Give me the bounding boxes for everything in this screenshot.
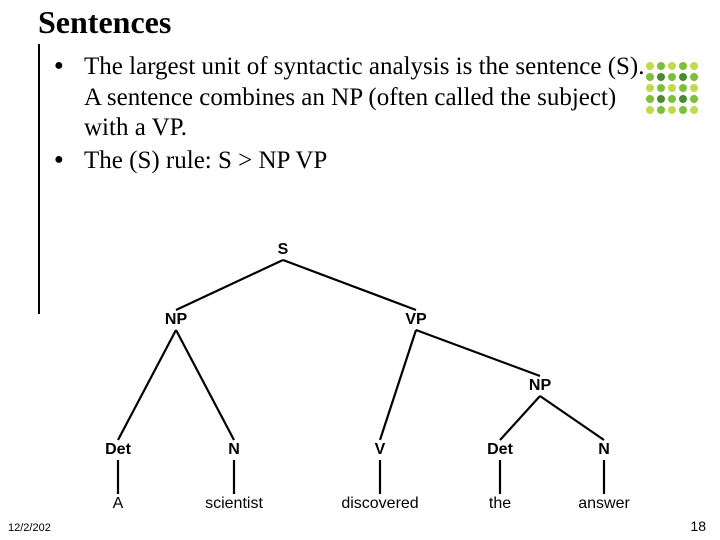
- bullet-icon: ●: [54, 52, 84, 80]
- tree-node: V: [375, 441, 386, 459]
- tree-node: Det: [105, 441, 131, 459]
- tree-node: NP: [165, 311, 187, 329]
- tree-node: VP: [405, 311, 426, 329]
- page-title: Sentences: [38, 4, 171, 41]
- footer-date: 12/2/202: [8, 522, 51, 534]
- footer-page-number: 18: [690, 518, 706, 534]
- bullet-text: The (S) rule: S > NP VP: [84, 146, 664, 177]
- logo-dot: [690, 62, 698, 70]
- tree-leaf: the: [489, 495, 511, 513]
- logo-dot: [668, 62, 676, 70]
- logo-dot: [679, 106, 687, 114]
- bullet-text: The largest unit of syntactic analysis i…: [84, 52, 664, 144]
- tree-leaf: answer: [578, 495, 630, 513]
- tree-leaf: scientist: [205, 495, 263, 513]
- logo-dot: [668, 106, 676, 114]
- logo-dot: [690, 73, 698, 81]
- tree-node: N: [228, 441, 240, 459]
- bullet-list: ● The largest unit of syntactic analysis…: [54, 52, 664, 178]
- tree-leaf: A: [113, 495, 124, 513]
- logo-dot: [679, 95, 687, 103]
- logo-dot: [679, 62, 687, 70]
- bullet-item: ● The largest unit of syntactic analysis…: [54, 52, 664, 144]
- tree-leaf: discovered: [341, 495, 418, 513]
- bullet-item: ● The (S) rule: S > NP VP: [54, 146, 664, 177]
- title-divider: [38, 44, 40, 314]
- tree-node: N: [598, 441, 610, 459]
- tree-node: S: [278, 241, 289, 259]
- logo-dot: [679, 84, 687, 92]
- tree-node: NP: [529, 377, 551, 395]
- logo-dot: [690, 95, 698, 103]
- logo-dot: [668, 73, 676, 81]
- tree-node: Det: [487, 441, 513, 459]
- logo-dot: [690, 106, 698, 114]
- logo-dot: [690, 84, 698, 92]
- slide: Sentences ● The largest unit of syntacti…: [0, 0, 720, 540]
- logo-dot: [679, 73, 687, 81]
- bullet-icon: ●: [54, 146, 84, 174]
- logo-dot: [668, 95, 676, 103]
- logo-dot: [668, 84, 676, 92]
